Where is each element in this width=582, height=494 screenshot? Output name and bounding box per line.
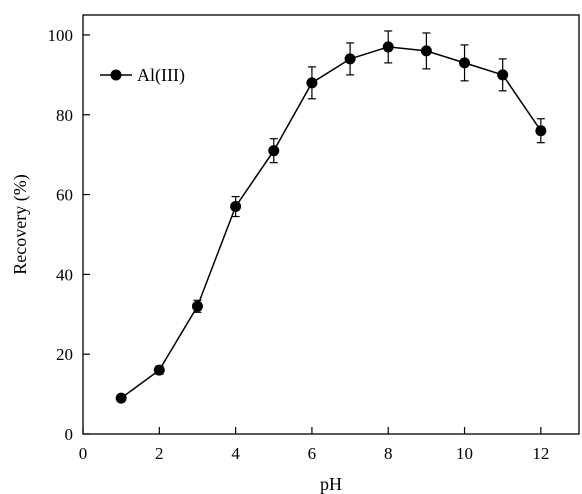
x-tick-label: 12	[532, 444, 549, 463]
x-tick-label: 10	[456, 444, 473, 463]
data-point	[153, 364, 165, 376]
y-tick-label: 20	[56, 345, 73, 364]
data-points	[115, 41, 547, 404]
x-tick-label: 8	[384, 444, 393, 463]
series-line-al-iii	[120, 46, 542, 399]
legend: Al(III)	[100, 65, 185, 86]
plot-frame	[82, 14, 580, 435]
axes	[82, 14, 580, 435]
legend-entry-al-iii: Al(III)	[137, 65, 185, 86]
y-tick-label: 40	[56, 265, 73, 284]
data-point	[306, 77, 318, 89]
x-axis-ticks: 0 2 4 6 8 10 12	[79, 427, 549, 463]
error-bars	[155, 30, 545, 375]
y-tick-label: 80	[56, 106, 73, 125]
data-point	[115, 392, 127, 404]
x-tick-label: 0	[79, 444, 88, 463]
y-tick-label: 100	[48, 26, 74, 45]
y-axis-ticks: 0 20 40 60 80 100	[48, 26, 90, 444]
data-point	[535, 125, 547, 137]
series-lines	[120, 46, 542, 399]
data-point	[420, 45, 432, 57]
legend-marker-swatch	[110, 69, 122, 81]
x-axis-title: pH	[320, 474, 342, 494]
x-tick-label: 2	[155, 444, 164, 463]
data-point	[382, 41, 394, 53]
data-point	[268, 145, 280, 157]
data-point	[459, 57, 471, 69]
data-point	[230, 201, 242, 213]
x-tick-label: 4	[231, 444, 240, 463]
data-point	[497, 69, 509, 81]
y-tick-label: 60	[56, 186, 73, 205]
data-point	[191, 300, 203, 312]
data-point	[344, 53, 356, 65]
y-axis-title: Recovery (%)	[10, 174, 31, 274]
y-tick-label: 0	[65, 425, 74, 444]
x-tick-label: 6	[308, 444, 317, 463]
